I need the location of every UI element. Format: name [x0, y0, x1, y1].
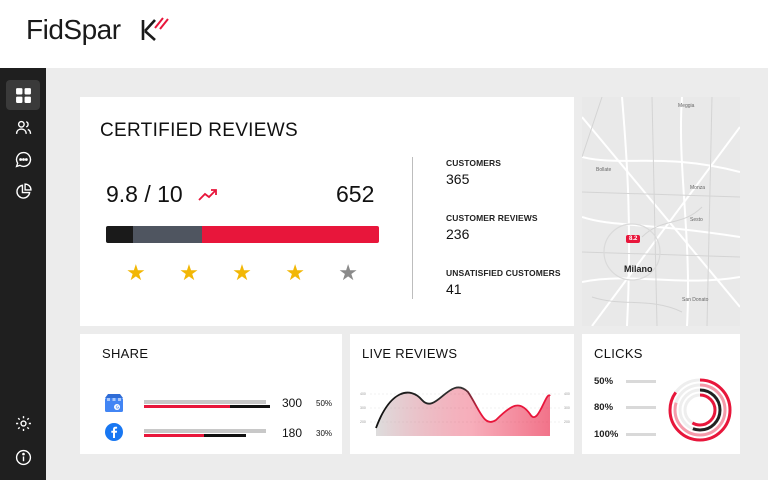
clicks-row-label: 50% — [594, 376, 614, 387]
nav-reports-button[interactable] — [6, 176, 40, 206]
svg-text:300: 300 — [564, 406, 570, 410]
nav-settings-button[interactable] — [6, 408, 40, 438]
star-filled-icon: ★ — [232, 260, 252, 285]
share-bar-track — [144, 429, 266, 433]
chat-bubble-icon — [15, 151, 31, 167]
star-filled-icon: ★ — [126, 260, 146, 285]
app-header: FidSpar — [0, 0, 768, 68]
clicks-row-label: 100% — [594, 429, 619, 440]
gear-icon — [15, 415, 31, 431]
clicks-row-bar — [626, 433, 656, 436]
nav-dashboard-button[interactable] — [6, 80, 40, 110]
svg-text:200: 200 — [360, 420, 366, 424]
live-reviews-chart: 400 300 200 400 300 200 — [360, 386, 570, 436]
star-rating: ★ ★ ★ ★ ★ — [126, 262, 358, 284]
review-total: 652 — [336, 181, 375, 207]
map-place-label: Sesto — [690, 217, 703, 223]
svg-text:200: 200 — [564, 420, 570, 424]
share-bar-fill — [230, 405, 270, 408]
card-title: CERTIFIED REVIEWS — [100, 120, 298, 141]
info-icon — [15, 449, 31, 465]
map-roads — [582, 97, 740, 326]
svg-text:400: 400 — [360, 392, 366, 396]
map-place-label: San Donato — [682, 297, 709, 303]
card-title: LIVE REVIEWS — [362, 346, 458, 361]
svg-text:400: 400 — [564, 392, 570, 396]
review-score: 9.8 / 10 — [106, 181, 183, 207]
facebook-icon — [105, 423, 123, 441]
rating-bar-segment — [201, 226, 379, 243]
star-filled-icon: ★ — [179, 260, 199, 285]
map-place-label: Monza — [690, 185, 706, 191]
trend-up-icon — [198, 189, 217, 201]
stat-unsatisfied-label: UNSATISFIED CUSTOMERS — [446, 268, 561, 278]
share-facebook-value: 180 — [282, 426, 303, 440]
svg-text:G: G — [116, 405, 120, 410]
dashboard-main: CERTIFIED REVIEWS 9.8 / 10 652 ★ ★ ★ ★ ★ CUS… — [46, 68, 768, 480]
map-city-label: Milano — [624, 264, 653, 274]
share-google-value: 300 — [282, 396, 303, 410]
map-place-label: Meggia — [678, 103, 695, 109]
clicks-card: CLICKS 50% 80% 100% — [582, 334, 740, 454]
dashboard-grid-icon — [15, 87, 31, 103]
nav-info-button[interactable] — [6, 442, 40, 472]
star-filled-icon: ★ — [285, 260, 305, 285]
users-icon — [15, 120, 31, 134]
stat-reviews-label: CUSTOMER REVIEWS — [446, 213, 538, 223]
map-place-label: Bollate — [596, 167, 612, 173]
pie-chart-icon — [15, 182, 32, 199]
card-title: SHARE — [102, 346, 149, 361]
svg-text:300: 300 — [360, 406, 366, 410]
sidebar — [0, 68, 46, 480]
stat-customers-label: CUSTOMERS — [446, 158, 502, 168]
share-bar-fill — [144, 405, 230, 408]
logo-k-mark-icon — [141, 17, 169, 41]
live-reviews-card: LIVE REVIEWS — [350, 334, 574, 454]
nav-users-button[interactable] — [6, 112, 40, 142]
map-pin-marker[interactable]: 8.2 — [626, 235, 641, 243]
location-map[interactable]: Meggia Monza Sesto Bollate San Donato 8.… — [582, 97, 740, 326]
stat-customers-value: 365 — [446, 171, 470, 187]
divider — [412, 157, 413, 299]
google-my-business-icon: G — [105, 394, 123, 412]
clicks-row-bar — [626, 406, 656, 409]
share-card: SHARE G 300 50% 180 30% — [80, 334, 342, 454]
star-empty-icon: ★ — [338, 260, 358, 285]
rating-bar-segment — [106, 226, 134, 243]
app-logo[interactable]: FidSpar — [26, 14, 121, 46]
clicks-row-label: 80% — [594, 402, 614, 413]
share-bar-track — [144, 400, 266, 404]
share-google-percent: 50% — [316, 399, 333, 408]
certified-reviews-card: CERTIFIED REVIEWS 9.8 / 10 652 ★ ★ ★ ★ ★ CUS… — [80, 97, 574, 326]
rating-distribution-bar — [106, 226, 379, 243]
rating-bar-segment — [133, 226, 202, 243]
stat-reviews-value: 236 — [446, 226, 470, 242]
share-bar-fill — [204, 434, 246, 437]
card-title: CLICKS — [594, 346, 643, 361]
logo-text: FidSpar — [26, 14, 121, 45]
share-facebook-percent: 30% — [316, 429, 333, 438]
nav-messages-button[interactable] — [6, 144, 40, 174]
clicks-row-bar — [626, 380, 656, 383]
share-bar-fill — [144, 434, 204, 437]
clicks-radial-chart — [668, 378, 732, 442]
stat-unsatisfied-value: 41 — [446, 281, 462, 297]
